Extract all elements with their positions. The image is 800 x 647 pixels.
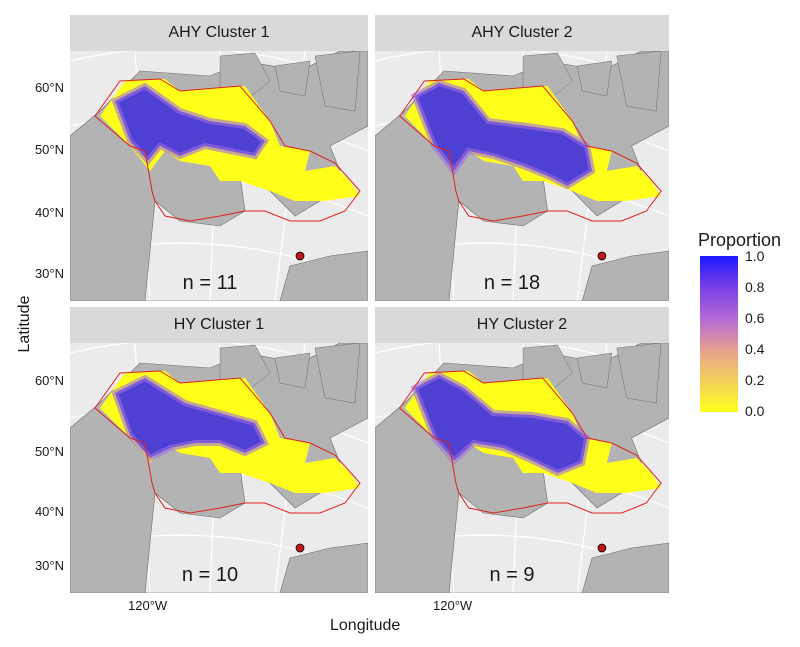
panel-strip-ahy-cluster-1: AHY Cluster 1 xyxy=(70,15,368,51)
legend-colorbar xyxy=(700,256,738,412)
breeding-range-mid xyxy=(410,371,591,477)
capture-site-marker xyxy=(295,251,305,261)
y-tick-label: 50°N xyxy=(34,444,64,459)
range-outline xyxy=(399,370,662,514)
y-tick-label: 40°N xyxy=(34,504,64,519)
y-tick-label: 50°N xyxy=(34,142,64,157)
breeding-range-mid xyxy=(410,79,596,190)
y-axis-title: Latitude xyxy=(16,295,33,353)
breeding-range-mid xyxy=(111,374,270,462)
panel-strip-hy-cluster-2: HY Cluster 2 xyxy=(375,307,669,343)
range-outline xyxy=(94,370,361,514)
legend-tick-label: 0.6 xyxy=(745,310,765,326)
map-panel-hy-cluster-2 xyxy=(375,343,669,593)
capture-site-marker xyxy=(597,543,607,553)
y-tick-label: 60°N xyxy=(34,80,64,95)
map-panel-ahy-cluster-1 xyxy=(70,51,368,301)
capture-site-marker xyxy=(295,543,305,553)
capture-site-marker xyxy=(597,251,607,261)
panel-strip-ahy-cluster-2: AHY Cluster 2 xyxy=(375,15,669,51)
arctic-islands xyxy=(219,343,361,404)
x-tick-label: 120°W xyxy=(433,598,473,613)
legend-tick-label: 0.2 xyxy=(745,372,765,388)
legend-tick-label: 0.0 xyxy=(745,403,765,419)
breeding-range-high xyxy=(115,378,265,458)
y-tick-label: 40°N xyxy=(34,205,64,220)
legend-tick-label: 0.4 xyxy=(745,341,765,357)
range-outline xyxy=(94,78,361,222)
breeding-range-high xyxy=(414,375,588,473)
arctic-islands xyxy=(219,51,361,112)
arctic-islands xyxy=(522,343,662,404)
range-outline xyxy=(399,78,662,222)
legend-title: Proportion xyxy=(698,230,782,250)
breeding-range-high xyxy=(115,86,265,161)
y-tick-label: 60°N xyxy=(34,373,64,388)
arctic-islands xyxy=(522,51,662,112)
sample-size-label: n = 10 xyxy=(181,564,239,586)
sample-size-label: n = 18 xyxy=(483,272,541,294)
x-tick-label: 120°W xyxy=(128,598,168,613)
map-panel-ahy-cluster-2 xyxy=(375,51,669,301)
sample-size-label: n = 11 xyxy=(182,272,238,294)
legend-tick-label: 1.0 xyxy=(745,248,765,264)
panel-strip-hy-cluster-1: HY Cluster 1 xyxy=(70,307,368,343)
x-axis-title: Longitude xyxy=(330,617,401,634)
legend-tick-label: 0.8 xyxy=(745,279,765,295)
y-tick-label: 30°N xyxy=(34,266,64,281)
sample-size-label: n = 9 xyxy=(489,564,535,586)
y-tick-label: 30°N xyxy=(34,558,64,573)
breeding-range-mid xyxy=(111,82,270,166)
map-panel-hy-cluster-1 xyxy=(70,343,368,593)
